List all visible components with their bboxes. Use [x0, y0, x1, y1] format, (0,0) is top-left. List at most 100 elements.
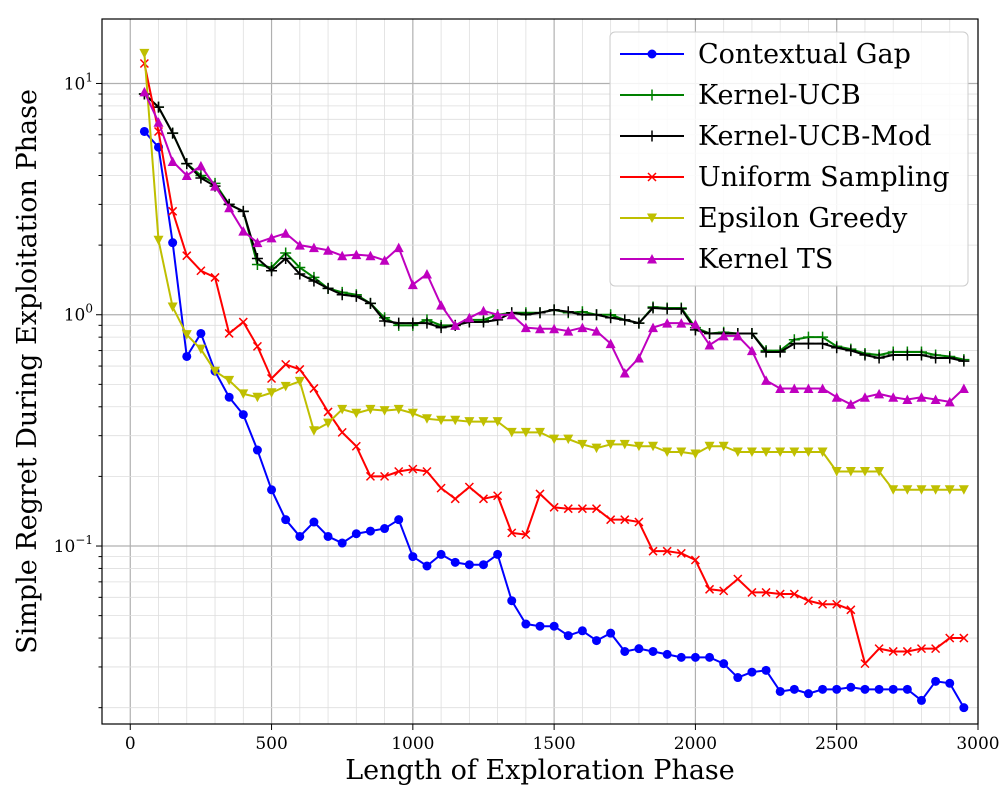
data-point	[846, 682, 856, 692]
data-point	[478, 494, 489, 504]
data-point	[308, 426, 319, 436]
data-point	[196, 266, 206, 276]
data-point	[407, 279, 418, 290]
data-point	[563, 504, 573, 514]
series-uniform-sampling	[139, 58, 969, 669]
data-point	[421, 414, 432, 424]
data-point	[563, 326, 574, 336]
data-point	[676, 318, 687, 328]
data-point	[944, 352, 956, 364]
data-point	[323, 531, 333, 541]
data-point	[266, 388, 277, 398]
data-point	[944, 396, 955, 407]
data-point	[521, 530, 531, 540]
data-point	[365, 471, 375, 481]
data-point	[860, 684, 870, 694]
data-point	[845, 399, 856, 409]
series-contextual-gap	[139, 126, 969, 713]
data-point	[407, 317, 419, 329]
data-point	[901, 349, 913, 361]
data-point	[930, 394, 941, 405]
data-point	[859, 392, 870, 402]
data-point	[521, 619, 531, 629]
data-point	[775, 447, 786, 457]
data-point	[153, 235, 164, 246]
data-point	[477, 316, 489, 328]
data-point	[252, 392, 263, 403]
data-point	[308, 242, 319, 253]
data-point	[181, 330, 192, 340]
data-point	[958, 485, 969, 495]
data-point	[633, 317, 645, 329]
data-point	[902, 684, 912, 694]
data-point	[267, 485, 277, 495]
data-point	[605, 338, 616, 349]
data-point	[620, 646, 630, 656]
data-point	[606, 515, 616, 525]
data-point	[705, 652, 715, 662]
data-point	[549, 434, 560, 445]
data-point	[168, 238, 178, 248]
data-point	[506, 427, 517, 438]
data-point	[294, 268, 306, 280]
data-point	[690, 652, 700, 662]
data-point	[450, 415, 461, 426]
data-point	[337, 404, 348, 415]
data-point	[676, 652, 686, 662]
data-point	[747, 667, 757, 677]
data-point	[380, 524, 390, 534]
data-point	[958, 383, 969, 393]
data-point	[238, 410, 248, 420]
data-point	[916, 485, 927, 495]
plot-frame	[101, 18, 979, 725]
legend-item: Kernel-UCB	[620, 80, 861, 111]
data-point	[959, 633, 969, 643]
data-point	[478, 305, 489, 316]
data-point	[336, 289, 348, 301]
data-point	[803, 447, 814, 457]
data-point	[930, 485, 941, 495]
data-point	[959, 703, 969, 713]
data-point	[845, 345, 857, 357]
grid-lines	[102, 19, 979, 724]
series-epsilon-greedy	[139, 48, 969, 495]
data-point	[859, 466, 870, 477]
data-point	[492, 417, 503, 427]
data-point	[704, 441, 715, 452]
data-point	[648, 546, 658, 556]
data-point	[365, 526, 375, 536]
y-tick-label: 101	[64, 70, 93, 94]
data-point	[831, 392, 842, 402]
data-point	[902, 394, 913, 405]
data-point	[379, 255, 390, 265]
data-point	[931, 644, 941, 654]
data-point	[308, 275, 320, 287]
data-point	[350, 290, 362, 302]
data-point	[210, 181, 221, 191]
data-point	[746, 345, 757, 356]
data-point	[450, 557, 460, 567]
data-point	[266, 265, 278, 277]
data-point	[817, 447, 828, 457]
data-point	[662, 447, 673, 457]
x-tick-label: 2500	[815, 734, 858, 754]
data-point	[393, 404, 404, 415]
data-point	[945, 633, 955, 643]
data-point	[379, 406, 390, 416]
data-point	[464, 560, 474, 570]
data-point	[775, 686, 785, 696]
data-point	[210, 366, 221, 377]
data-point	[323, 407, 333, 417]
data-point	[224, 328, 234, 338]
legend-marker	[647, 254, 657, 264]
data-point	[281, 359, 291, 369]
data-point	[802, 338, 814, 350]
x-tick-label: 500	[255, 734, 287, 754]
data-point	[535, 323, 545, 334]
legend-item: Epsilon Greedy	[620, 203, 908, 234]
data-point	[323, 418, 334, 429]
y-tick-label: 100	[64, 302, 93, 326]
data-point	[860, 659, 870, 669]
data-point	[295, 531, 305, 541]
data-point	[874, 644, 884, 654]
